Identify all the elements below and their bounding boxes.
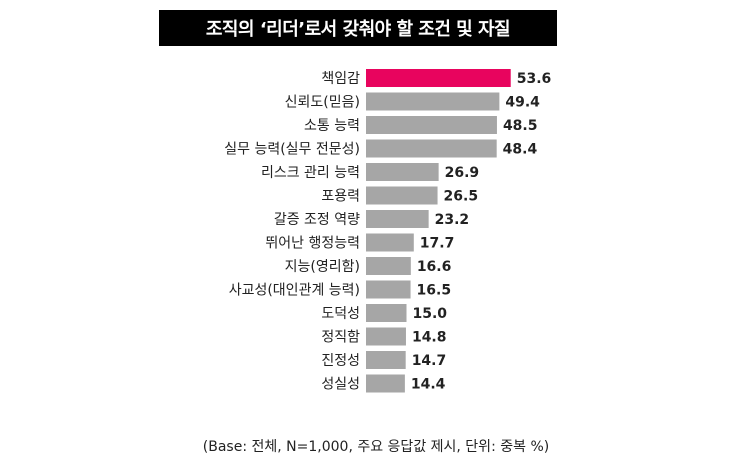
value-label: 14.4 — [411, 377, 446, 393]
value-label: 17.7 — [420, 236, 455, 252]
value-label: 14.7 — [412, 353, 447, 369]
category-label: 지능(영리함) — [285, 259, 360, 275]
category-label: 성실성 — [321, 377, 360, 393]
value-label: 53.6 — [517, 71, 552, 87]
bar — [366, 210, 429, 228]
value-label: 26.5 — [444, 189, 479, 205]
category-label: 사교성(대인관계 능력) — [229, 283, 360, 299]
value-label: 48.4 — [503, 142, 538, 158]
category-label: 도덕성 — [321, 306, 360, 322]
value-label: 26.9 — [445, 165, 480, 181]
bar — [366, 374, 405, 393]
value-label: 23.2 — [435, 212, 470, 228]
chart-title: 조직의 ‘리더’로서 갖춰야 할 조건 및 자질 — [159, 10, 557, 46]
value-label: 15.0 — [413, 306, 448, 322]
bar — [366, 139, 497, 158]
value-label: 48.5 — [503, 118, 538, 134]
bar — [366, 280, 411, 299]
bar — [366, 92, 500, 111]
highlight-bar — [366, 69, 511, 87]
value-label: 16.5 — [417, 283, 452, 299]
bar — [366, 163, 439, 181]
category-label: 신뢰도(믿음) — [285, 95, 360, 111]
category-label: 리스크 관리 능력 — [261, 165, 360, 181]
category-label: 진정성 — [321, 353, 360, 369]
bar — [366, 186, 438, 205]
bar — [366, 233, 414, 252]
category-label: 정직함 — [321, 330, 360, 346]
category-label: 갈증 조정 역량 — [274, 212, 360, 228]
value-label: 49.4 — [505, 95, 540, 111]
bar — [366, 116, 497, 134]
category-label: 소통 능력 — [304, 118, 360, 134]
category-label: 실무 능력(실무 전문성) — [224, 142, 360, 158]
value-label: 16.6 — [417, 259, 452, 275]
value-label: 14.8 — [412, 330, 447, 346]
bar — [366, 304, 407, 322]
bar — [366, 257, 411, 275]
bar — [366, 327, 406, 346]
bar — [366, 351, 406, 369]
category-label: 포용력 — [321, 189, 360, 205]
footnote: (Base: 전체, N=1,000, 주요 응답값 제시, 단위: 중복 %) — [202, 439, 550, 455]
category-label: 책임감 — [321, 71, 360, 87]
category-label: 뛰어난 행정능력 — [265, 236, 360, 252]
